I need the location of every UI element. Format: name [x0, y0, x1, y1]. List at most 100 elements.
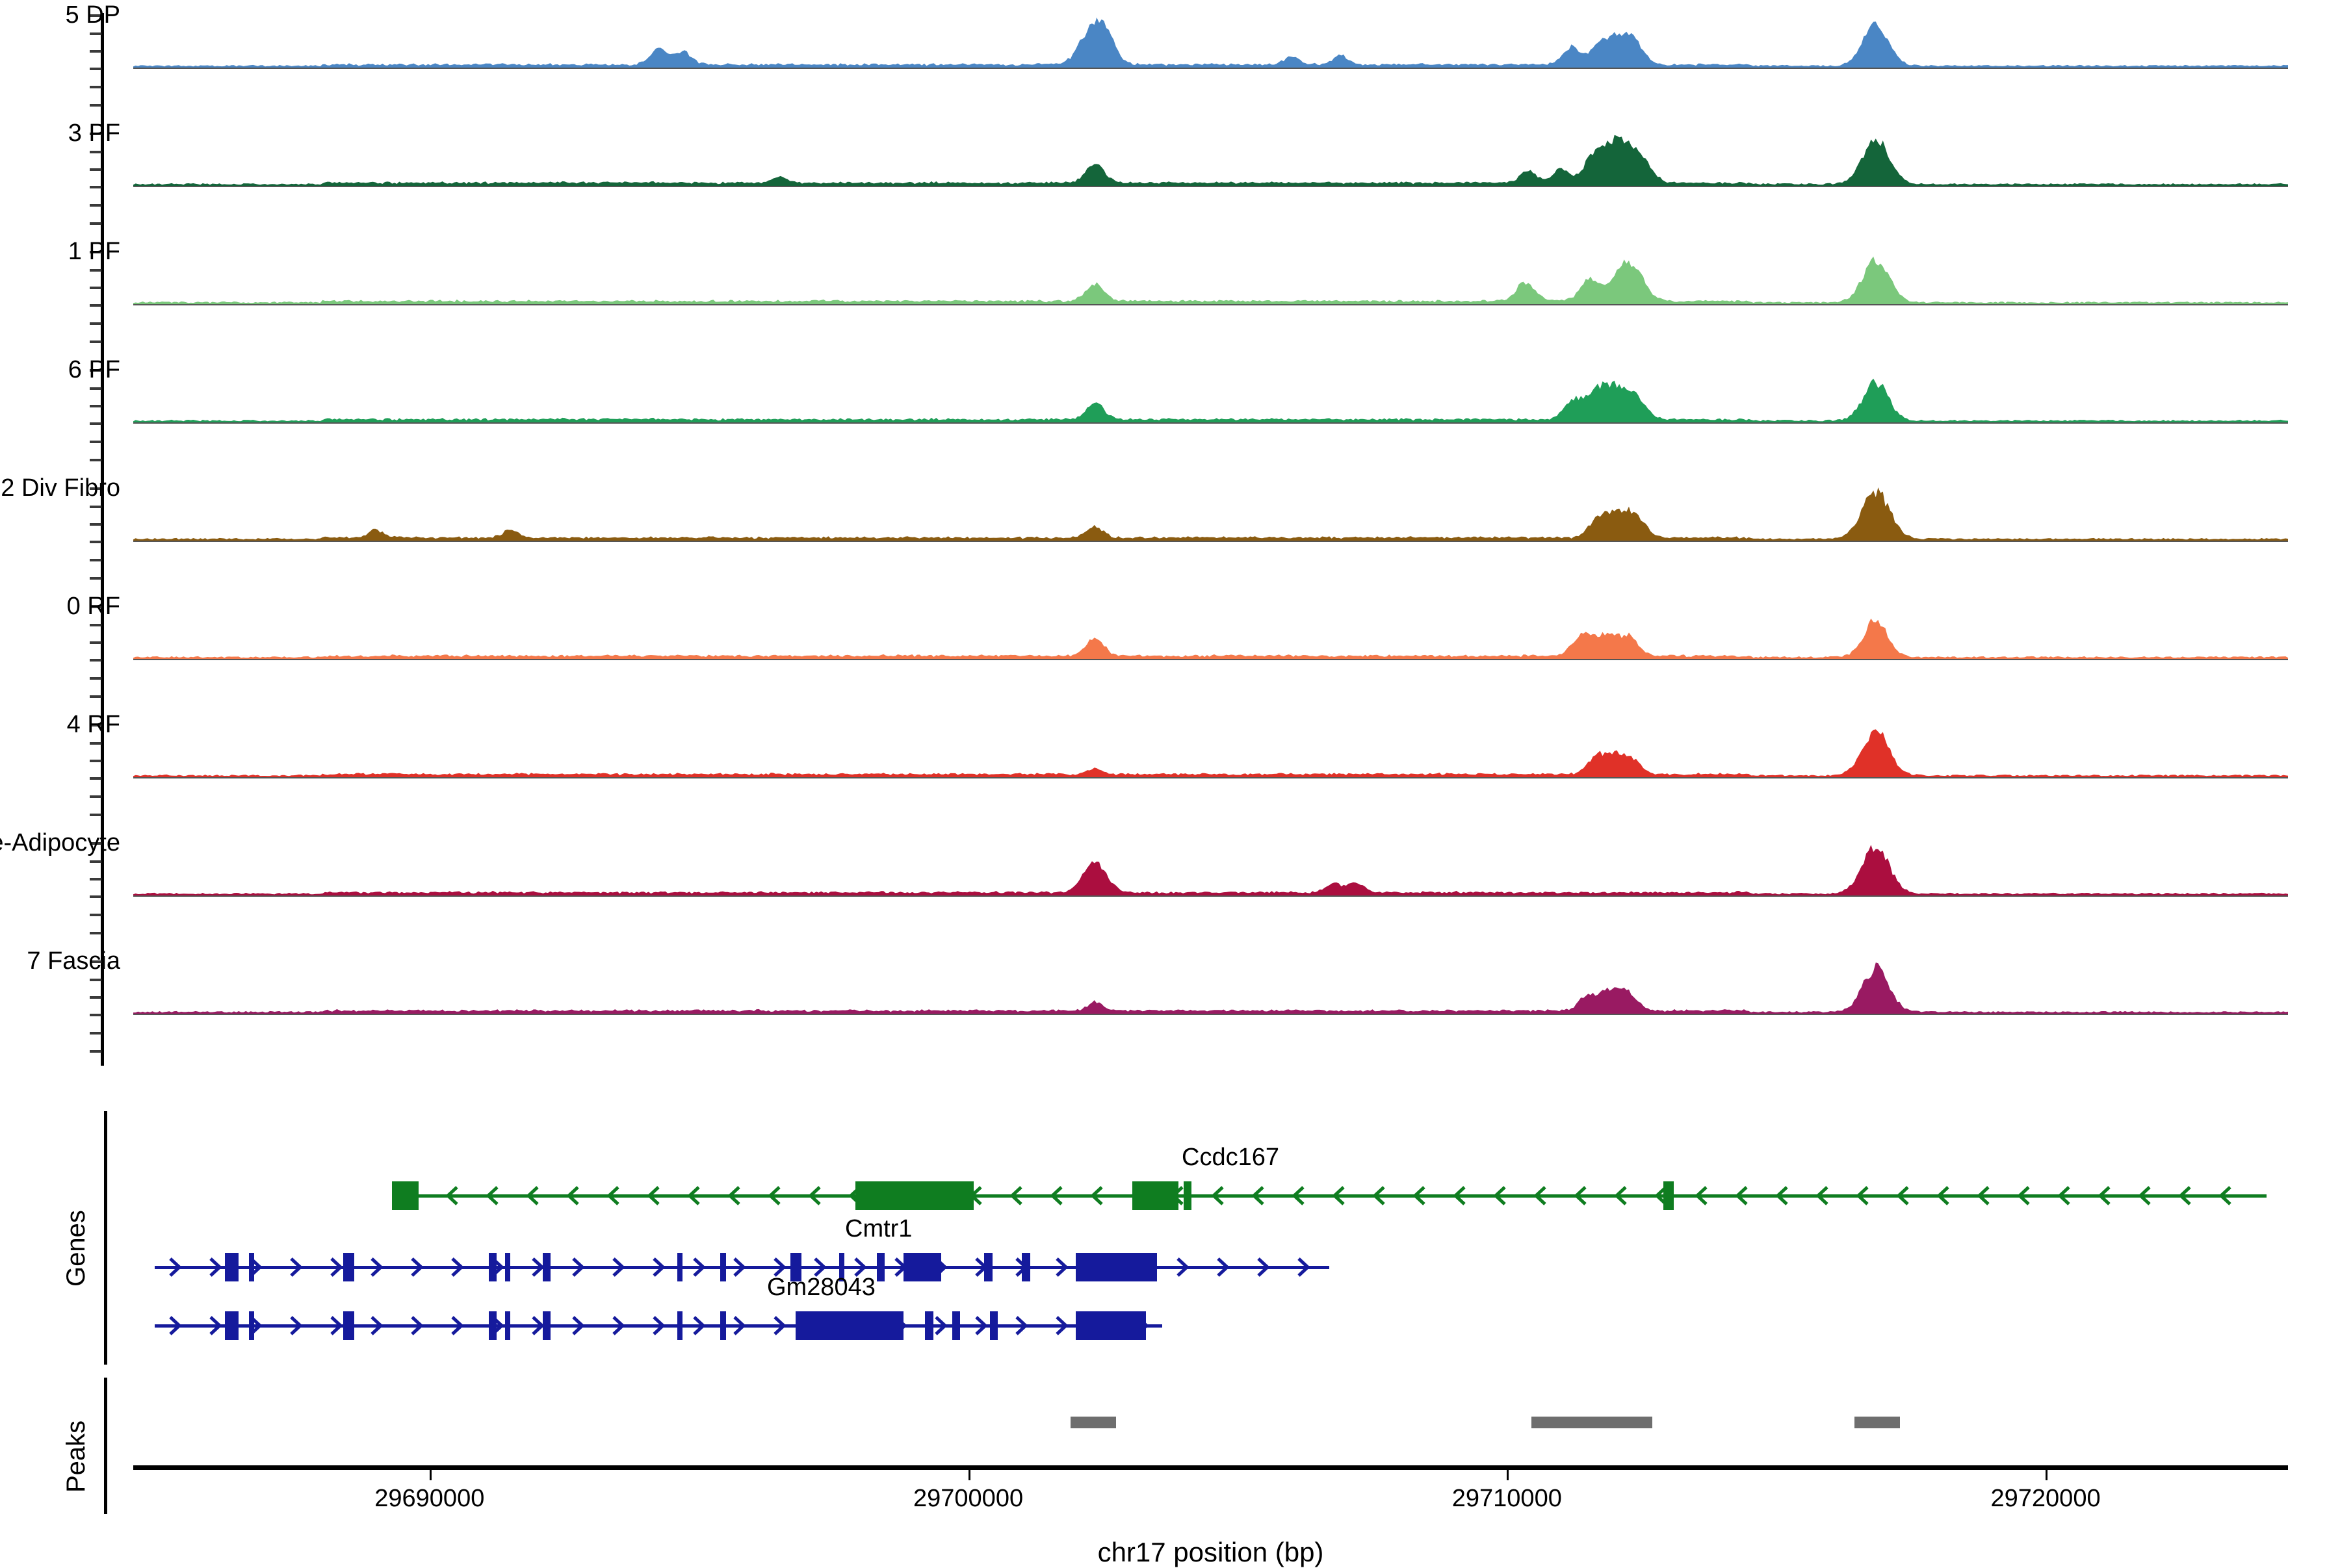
- signal-track-6-pf: [133, 378, 2288, 422]
- y-axis-tick: [90, 186, 101, 188]
- gene-label-ccdc167: Ccdc167: [1182, 1144, 1279, 1171]
- track-baseline: [133, 777, 2288, 778]
- track-label-5-dp: 5 DP: [65, 1, 120, 29]
- strand-arrow-icon: [653, 1257, 666, 1277]
- y-axis-tick: [90, 659, 101, 662]
- strand-arrow-icon: [1297, 1257, 1310, 1277]
- y-axis-tick: [90, 286, 101, 289]
- y-axis-tick: [90, 404, 101, 407]
- gene-exon: [504, 1311, 511, 1340]
- y-axis-tick: [90, 741, 101, 745]
- track-label-1-pf: 1 PF: [68, 238, 120, 265]
- gene-exon: [542, 1311, 551, 1340]
- y-axis-tick: [90, 1014, 101, 1016]
- gene-exon: [876, 1253, 885, 1281]
- gene-exon: [249, 1253, 255, 1281]
- y-axis-tick: [90, 759, 101, 762]
- track-label-2-div-fibro: 2 Div Fibro: [1, 474, 120, 502]
- gene-exon: [720, 1253, 726, 1281]
- strand-arrow-icon: [687, 1186, 700, 1205]
- strand-arrow-icon: [1292, 1186, 1305, 1205]
- gene-exon: [1663, 1181, 1674, 1210]
- gene-exon: [796, 1311, 904, 1340]
- track-baseline: [133, 541, 2288, 542]
- y-axis-tick: [90, 369, 101, 372]
- y-axis-tick: [90, 150, 101, 153]
- peaks-panel-label: Peaks: [62, 1420, 90, 1493]
- y-axis-tick: [90, 268, 101, 272]
- y-axis-tick: [90, 522, 101, 526]
- strand-arrow-icon: [1015, 1316, 1028, 1335]
- strand-arrow-icon: [1775, 1186, 1788, 1205]
- strand-arrow-icon: [486, 1186, 499, 1205]
- signal-track-4-rf: [133, 729, 2288, 777]
- y-axis-tick: [90, 341, 101, 343]
- strand-arrow-icon: [1251, 1186, 1264, 1205]
- strand-arrow-icon: [1056, 1257, 1069, 1277]
- gene-exon: [249, 1311, 255, 1340]
- strand-arrow-icon: [1977, 1186, 1990, 1205]
- signal-track-0-rf: [133, 618, 2288, 659]
- y-axis-tick: [90, 914, 101, 916]
- gene-exon: [720, 1311, 726, 1340]
- gene-exon: [504, 1253, 511, 1281]
- peak-region: [1071, 1417, 1117, 1428]
- strand-arrow-icon: [1453, 1186, 1466, 1205]
- strand-arrow-icon: [572, 1316, 585, 1335]
- strand-arrow-icon: [1090, 1186, 1103, 1205]
- gene-exon: [838, 1253, 844, 1281]
- y-axis-tick: [90, 204, 101, 207]
- track-baseline: [133, 68, 2288, 69]
- track-label-6-pf: 6 PF: [68, 356, 120, 383]
- genes-panel-label: Genes: [62, 1210, 90, 1287]
- track-baseline: [133, 1014, 2288, 1015]
- strand-arrow-icon: [411, 1257, 424, 1277]
- strand-arrow-icon: [370, 1316, 384, 1335]
- track-label-0-rf: 0 RF: [66, 593, 120, 620]
- track-label-4-rf: 4 RF: [66, 711, 120, 738]
- gene-exon: [343, 1311, 354, 1340]
- gene-exon: [343, 1253, 354, 1281]
- y-axis-tick: [90, 86, 101, 88]
- strand-arrow-icon: [854, 1257, 867, 1277]
- strand-arrow-icon: [1211, 1186, 1224, 1205]
- strand-arrow-icon: [532, 1257, 545, 1277]
- strand-arrow-icon: [2057, 1186, 2070, 1205]
- x-axis-tick: [429, 1470, 432, 1480]
- y-axis-tick: [90, 623, 101, 626]
- strand-arrow-icon: [1372, 1186, 1385, 1205]
- x-axis-tick: [968, 1470, 970, 1480]
- strand-arrow-icon: [1896, 1186, 1909, 1205]
- y-axis-bar: [101, 13, 104, 1066]
- strand-arrow-icon: [1056, 1316, 1069, 1335]
- y-axis-tick: [90, 577, 101, 580]
- strand-arrow-icon: [290, 1257, 303, 1277]
- gene-exon: [1022, 1253, 1030, 1281]
- signal-track-1-pf: [133, 256, 2288, 304]
- y-axis-tick: [90, 49, 101, 53]
- y-axis-tick: [90, 104, 101, 107]
- y-axis-tick: [90, 441, 101, 443]
- strand-arrow-icon: [693, 1316, 706, 1335]
- strand-arrow-icon: [1574, 1186, 1587, 1205]
- y-axis-tick: [90, 559, 101, 561]
- signal-track-3-pf: [133, 135, 2288, 186]
- y-axis-tick: [90, 978, 101, 981]
- y-axis-tick: [90, 322, 101, 325]
- gene-exon: [925, 1311, 933, 1340]
- strand-arrow-icon: [808, 1186, 821, 1205]
- x-axis-tick-label: 29710000: [1451, 1485, 1562, 1512]
- strand-arrow-icon: [2138, 1186, 2151, 1205]
- y-axis-tick: [90, 895, 101, 898]
- gene-exon: [904, 1253, 942, 1281]
- strand-arrow-icon: [1217, 1257, 1230, 1277]
- strand-arrow-icon: [733, 1316, 746, 1335]
- gene-exon: [989, 1311, 998, 1340]
- gene-intron-line: [391, 1194, 2267, 1198]
- strand-arrow-icon: [612, 1316, 625, 1335]
- strand-arrow-icon: [572, 1257, 585, 1277]
- gene-exon: [391, 1181, 419, 1210]
- strand-arrow-icon: [451, 1257, 464, 1277]
- gene-exon: [677, 1253, 683, 1281]
- strand-arrow-icon: [445, 1186, 458, 1205]
